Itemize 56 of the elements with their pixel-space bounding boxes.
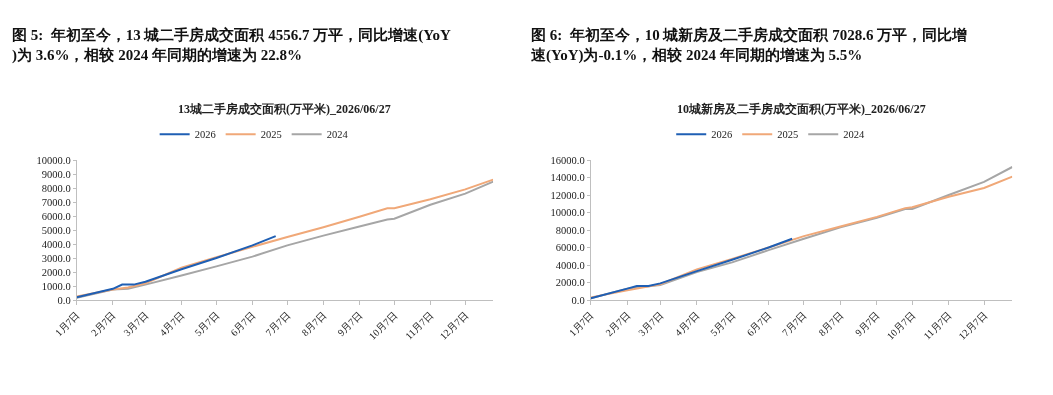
chart-subtitle: 10城新房及二手房成交面积(万平米)_2026/06/27 bbox=[677, 102, 926, 116]
y-tick-label: 6000.0 bbox=[555, 242, 585, 254]
y-tick-label: 1000.0 bbox=[41, 280, 71, 292]
chart-title: 图 5: 年初至今，13 城二手房成交面积 4556.7 万平，同比增速(YoY)为 3.6%，相较 2024 年同期的增速为 22.8% bbox=[12, 26, 451, 64]
y-tick-label: 6000.0 bbox=[41, 210, 71, 222]
y-tick-label: 2000.0 bbox=[41, 266, 71, 278]
legend-label: 2024 bbox=[326, 129, 349, 141]
y-tick-label: 0.0 bbox=[571, 294, 585, 306]
x-tick-label: 8月7日 bbox=[816, 309, 846, 339]
x-tick-label: 6月7日 bbox=[744, 309, 774, 339]
y-tick-label: 4000.0 bbox=[555, 259, 585, 271]
x-tick-label: 10月7日 bbox=[366, 309, 400, 342]
legend-label: 2025 bbox=[777, 129, 799, 141]
y-tick-label: 3000.0 bbox=[41, 252, 71, 264]
y-tick-label: 10000.0 bbox=[550, 207, 585, 219]
x-tick-label: 3月7日 bbox=[121, 309, 151, 339]
legend-label: 2024 bbox=[843, 129, 865, 141]
x-tick-label: 5月7日 bbox=[192, 309, 222, 339]
x-tick-label: 10月7日 bbox=[884, 309, 918, 342]
x-tick-label: 2月7日 bbox=[603, 309, 633, 339]
chart-title: 图 6: 年初至今，10 城新房及二手房成交面积 7028.6 万平，同比增速(YoY)为-0.1%，相较 2024 年同期的增速为 5.5% bbox=[531, 26, 968, 64]
legend-label: 2025 bbox=[260, 129, 282, 141]
x-tick-label: 7月7日 bbox=[263, 309, 293, 339]
x-tick-label: 8月7日 bbox=[299, 309, 329, 339]
x-tick-label: 1月7日 bbox=[52, 309, 82, 339]
y-tick-label: 8000.0 bbox=[555, 224, 585, 236]
line-series bbox=[76, 235, 277, 299]
y-tick-label: 10000.0 bbox=[36, 154, 71, 166]
y-tick-label: 9000.0 bbox=[41, 168, 71, 180]
x-tick-label: 4月7日 bbox=[672, 309, 702, 339]
x-tick-label: 4月7日 bbox=[157, 309, 187, 339]
legend-label: 2026 bbox=[194, 129, 216, 141]
x-tick-label: 9月7日 bbox=[335, 309, 365, 339]
legend-label: 2026 bbox=[711, 129, 733, 141]
y-tick-label: 5000.0 bbox=[41, 224, 71, 236]
y-tick-label: 0.0 bbox=[57, 294, 71, 306]
y-tick-label: 2000.0 bbox=[555, 277, 585, 289]
x-tick-label: 1月7日 bbox=[566, 309, 596, 339]
y-tick-label: 14000.0 bbox=[550, 172, 585, 184]
x-tick-label: 11月7日 bbox=[921, 309, 954, 342]
y-tick-label: 7000.0 bbox=[41, 196, 71, 208]
y-tick-label: 12000.0 bbox=[550, 189, 585, 201]
y-tick-label: 16000.0 bbox=[550, 154, 585, 166]
x-tick-label: 12月7日 bbox=[437, 309, 471, 342]
x-tick-label: 5月7日 bbox=[708, 309, 738, 339]
x-tick-label: 3月7日 bbox=[636, 309, 666, 339]
chart-subtitle: 13城二手房成交面积(万平米)_2026/06/27 bbox=[178, 102, 391, 116]
y-tick-label: 4000.0 bbox=[41, 238, 71, 250]
x-tick-label: 12月7日 bbox=[956, 309, 989, 342]
line-series bbox=[590, 237, 794, 300]
y-tick-label: 8000.0 bbox=[41, 182, 71, 194]
x-tick-label: 9月7日 bbox=[852, 309, 882, 339]
x-tick-label: 11月7日 bbox=[403, 309, 436, 342]
x-tick-label: 7月7日 bbox=[779, 309, 809, 339]
x-tick-label: 6月7日 bbox=[228, 309, 258, 339]
x-tick-label: 2月7日 bbox=[88, 309, 118, 339]
